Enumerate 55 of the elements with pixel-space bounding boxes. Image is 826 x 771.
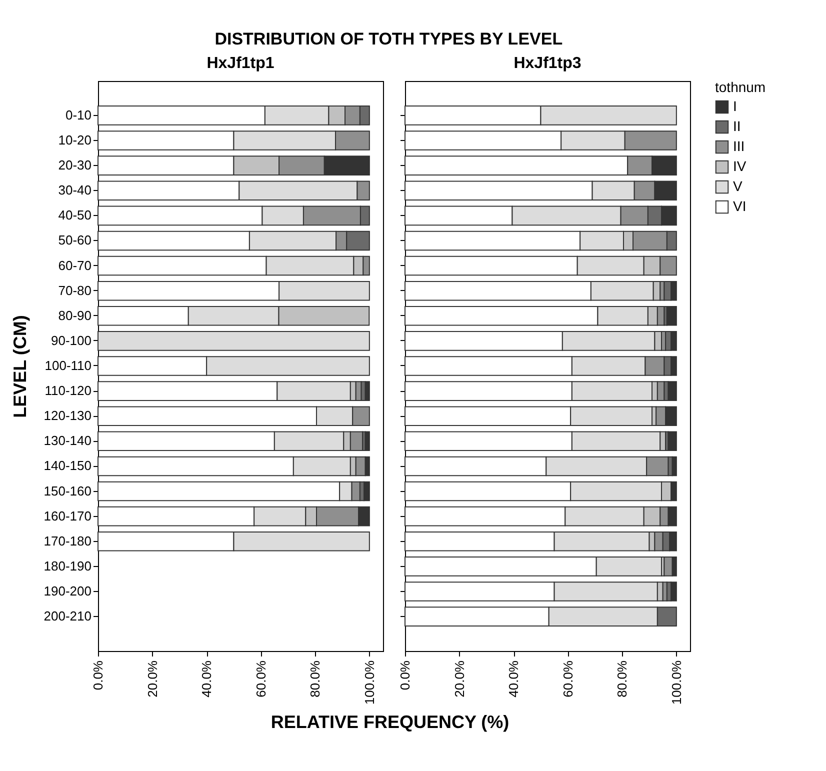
x-tick-label: 0.0% <box>90 660 106 690</box>
bar <box>670 582 677 602</box>
y-tick-label: 200-210 <box>44 608 92 624</box>
y-tick-label: 0-10 <box>65 107 92 122</box>
y-tick-label: 100-110 <box>44 358 92 373</box>
y-tick-label: 50-60 <box>58 232 92 248</box>
x-tick-label: 60.0% <box>560 660 576 698</box>
y-tick-label: 80-90 <box>58 308 92 323</box>
bar <box>672 456 677 476</box>
bar <box>98 331 370 351</box>
y-axis-title: LEVEL (CM) <box>10 315 30 418</box>
y-tick-label: 40-50 <box>58 208 92 223</box>
y-tick-label: 130-140 <box>44 433 92 448</box>
chart-subtitle: HxJf1tp1 <box>206 55 274 72</box>
x-tick-label: 100.0% <box>668 660 684 705</box>
bar <box>364 381 370 401</box>
bar <box>666 306 677 326</box>
y-tick-label: 30-40 <box>58 182 92 198</box>
y-tick-label: 160-170 <box>44 508 92 524</box>
y-tick-label: 150-160 <box>44 483 92 498</box>
y-tick-label: 170-180 <box>44 533 92 548</box>
legend-label: I <box>733 98 737 114</box>
y-tick-label: 60-70 <box>58 258 92 273</box>
y-tick-label: 120-130 <box>44 408 92 424</box>
bar <box>364 481 370 502</box>
x-tick-label: 80.0% <box>614 660 630 698</box>
chart-title: DISTRIBUTION OF TOTH TYPES BY LEVEL <box>214 30 563 48</box>
legend-label: VI <box>733 198 746 214</box>
y-tick-label: 10-20 <box>58 132 92 148</box>
bar <box>668 431 677 452</box>
x-tick-label: 80.0% <box>308 660 323 698</box>
bar <box>664 556 673 576</box>
x-tick-label: 0.0% <box>398 660 412 690</box>
x-tick-label: 20.0% <box>452 660 467 698</box>
x-axis-title: RELATIVE FREQUENCY (%) <box>270 712 510 732</box>
y-tick-label: 140-150 <box>44 458 92 474</box>
x-tick-label: 60.0% <box>253 660 268 698</box>
x-tick-label: 20.0% <box>144 660 160 698</box>
y-tick-label: 20-30 <box>58 158 92 173</box>
legend-label: II <box>733 118 741 134</box>
y-tick-label: 190-200 <box>44 583 92 598</box>
chart-subtitle: HxJf1tp3 <box>514 55 582 72</box>
y-tick-label: 90-100 <box>51 332 92 348</box>
y-tick-label: 70-80 <box>58 282 92 298</box>
x-tick-label: 40.0% <box>199 660 214 698</box>
bar <box>364 431 370 452</box>
x-tick-label: 100.0% <box>362 660 377 705</box>
bar <box>668 381 677 401</box>
legend-label: IV <box>733 158 747 174</box>
y-tick-label: 180-190 <box>44 558 92 574</box>
legend-label: III <box>733 138 745 154</box>
x-tick-label: 40.0% <box>506 660 522 698</box>
legend-title: tothnum <box>715 79 766 95</box>
y-tick-label: 110-120 <box>44 383 92 398</box>
legend-label: V <box>733 178 743 194</box>
